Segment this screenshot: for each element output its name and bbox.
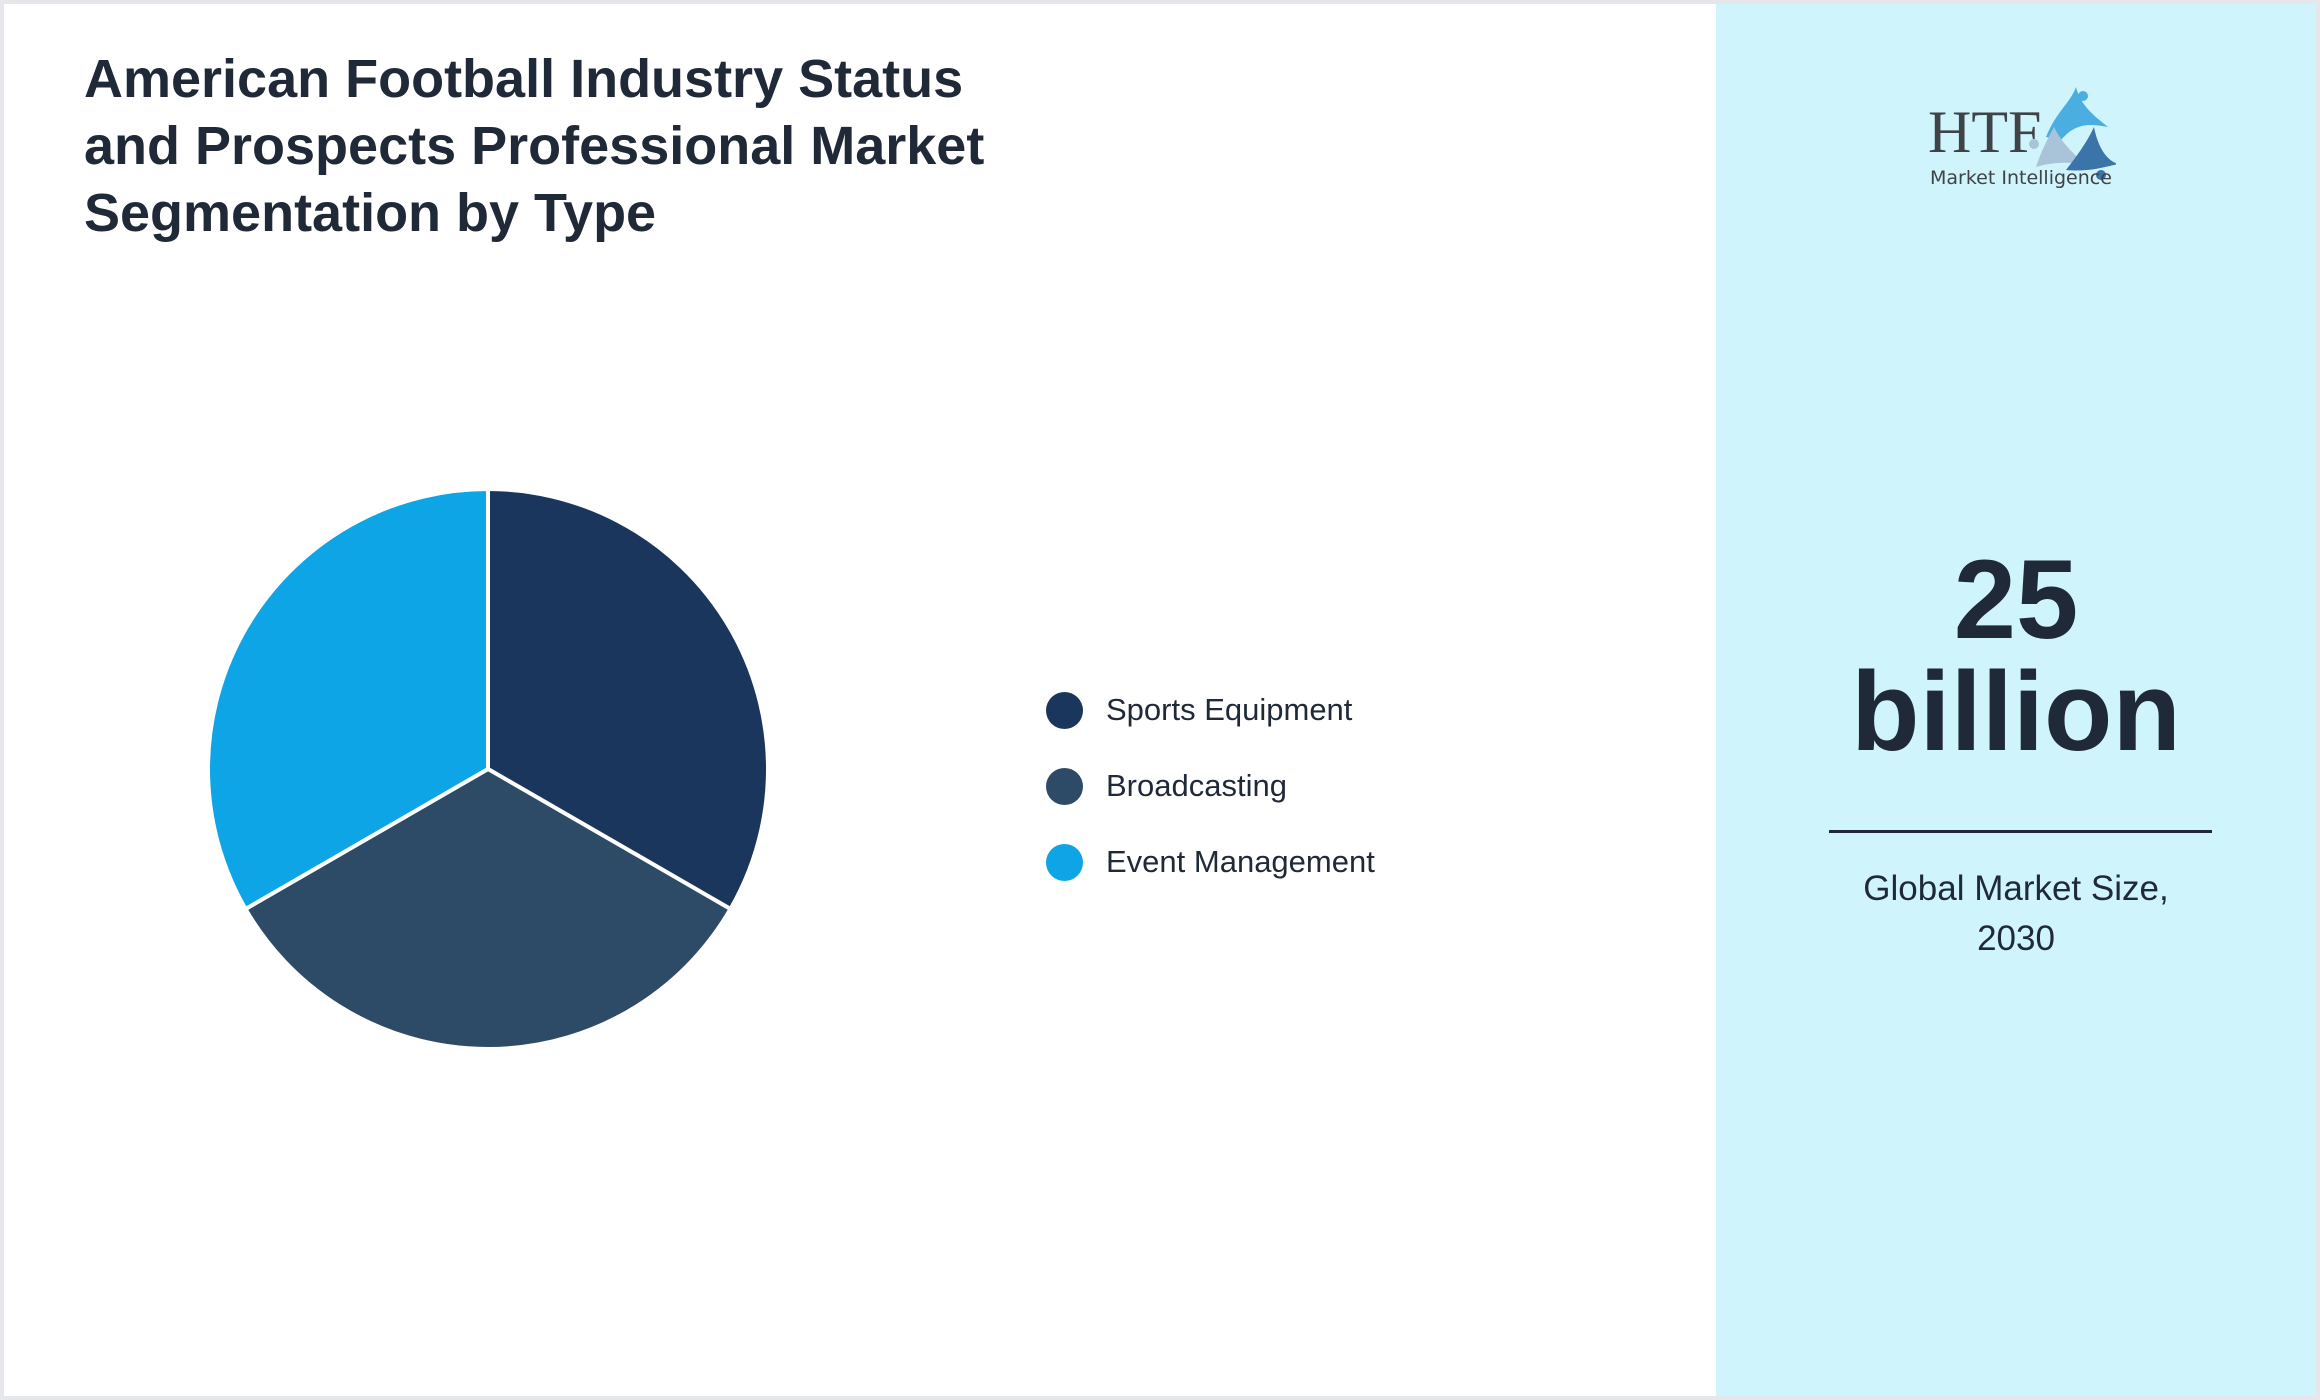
htf-logo: HTF Market Intelligence: [1928, 87, 2116, 189]
market-size-value: 25 billion: [1716, 544, 2316, 768]
legend-label: Event Management: [1106, 844, 1375, 879]
market-size-caption: Global Market Size, 2030: [1716, 864, 2316, 964]
legend-label: Sports Equipment: [1106, 692, 1353, 727]
legend-item: Sports Equipment: [1046, 672, 1375, 748]
legend-item: Event Management: [1046, 824, 1375, 900]
divider: [1829, 830, 2212, 833]
legend-swatch: [1046, 767, 1083, 805]
pie-slice-sports-equipment: [486, 486, 770, 912]
legend-item: Broadcasting: [1046, 748, 1375, 824]
legend-swatch: [1046, 843, 1083, 881]
summary-panel: HTF Market Intelligence 25 billion Globa…: [1716, 4, 2316, 1396]
pie-chart: [206, 486, 770, 1051]
pie-slice-broadcasting: [242, 766, 734, 1051]
caption-label: Global Market Size,: [1863, 869, 2169, 908]
legend: Sports Equipment Broadcasting Event Manage…: [1046, 672, 1375, 900]
logo-main-text: HTF: [1928, 99, 2041, 165]
market-size-number: 25: [1953, 537, 2079, 662]
pie-slice-event-management: [206, 486, 490, 912]
market-size-unit: billion: [1851, 649, 2181, 774]
legend-swatch: [1046, 691, 1083, 729]
logo-sub-text: Market Intelligence: [1930, 167, 2112, 189]
legend-label: Broadcasting: [1106, 768, 1287, 803]
chart-title: American Football Industry Status and Pr…: [84, 49, 985, 243]
caption-year: 2030: [1977, 919, 2055, 958]
logo-figures-icon: [2029, 87, 2116, 180]
